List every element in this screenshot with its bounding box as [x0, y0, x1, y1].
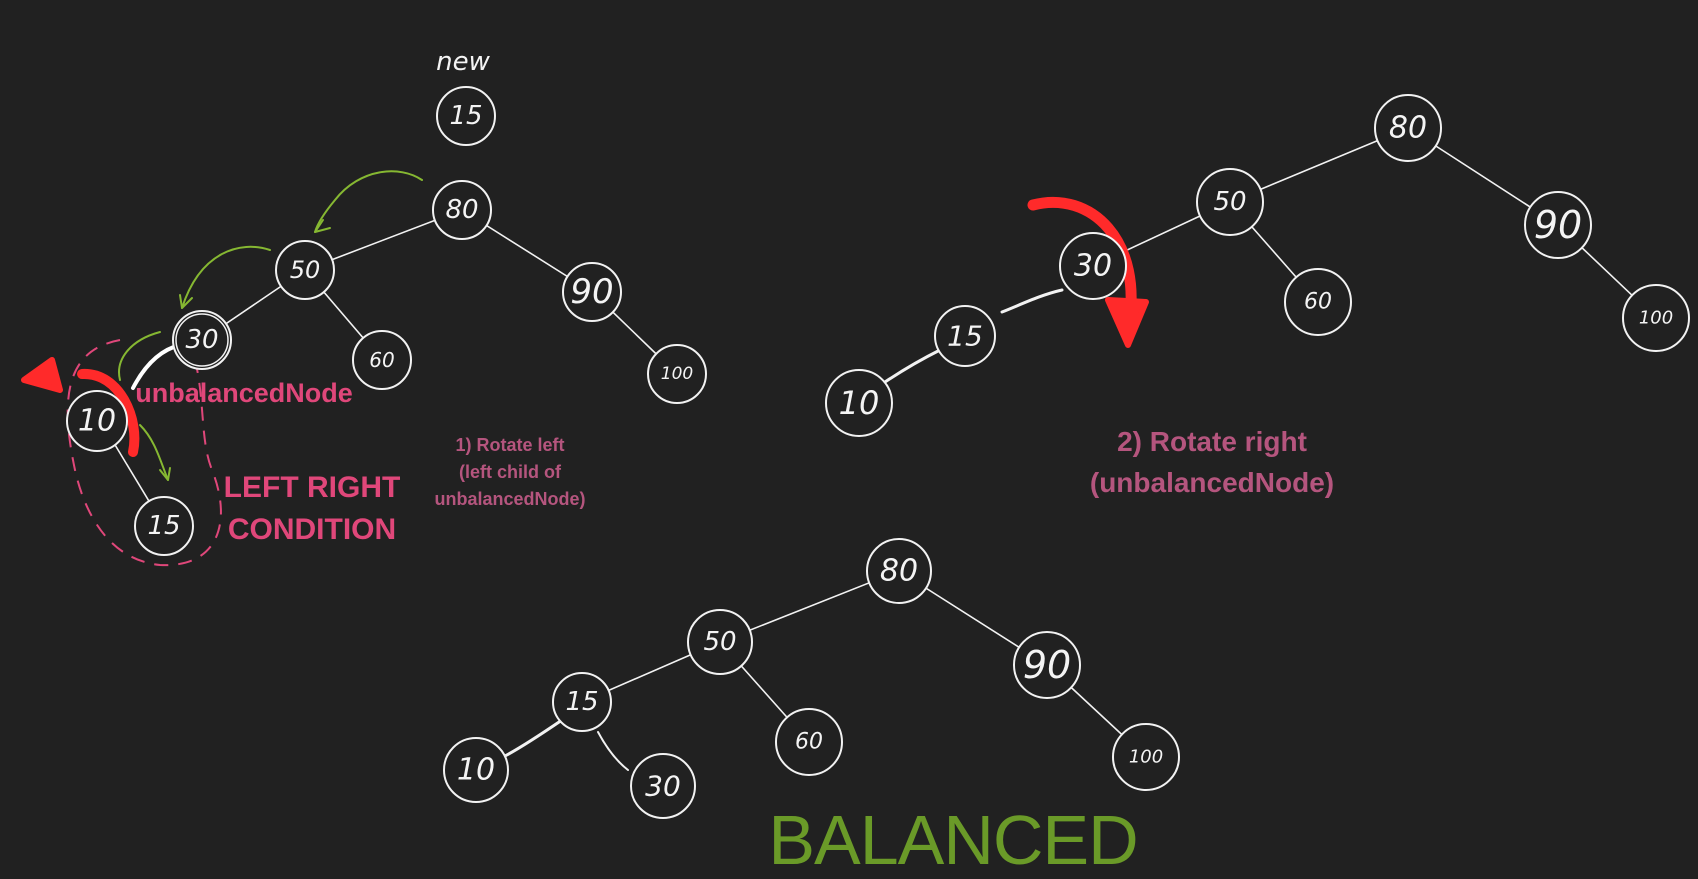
node-60: 60 [1285, 269, 1351, 335]
node-80: 80 [867, 539, 931, 603]
step1-line2: (left child of [459, 462, 562, 482]
node-10: 10 [826, 370, 892, 436]
edge-15-10 [885, 350, 940, 382]
node-15: 15 [553, 673, 611, 731]
svg-text:100: 100 [661, 364, 693, 384]
tree-left-right-condition: 80 50 90 30 60 100 10 15 [24, 47, 706, 565]
svg-text:10: 10 [78, 404, 116, 439]
svg-text:80: 80 [445, 195, 478, 225]
node-80: 80 [433, 181, 491, 239]
node-10: 10 [444, 738, 508, 802]
svg-text:15: 15 [565, 687, 598, 717]
node-15: 15 [135, 497, 193, 555]
svg-text:90: 90 [570, 272, 613, 312]
svg-text:80: 80 [880, 554, 918, 589]
tree-after-rotate-left: 80 50 90 30 60 100 15 10 2) R [826, 95, 1689, 498]
svg-text:50: 50 [290, 256, 321, 284]
step2-line1: 2) Rotate right [1117, 426, 1307, 457]
svg-text:100: 100 [1639, 308, 1673, 329]
svg-text:50: 50 [1213, 187, 1246, 217]
node-50: 50 [276, 241, 334, 299]
node-100: 100 [1623, 285, 1689, 351]
svg-text:15: 15 [947, 320, 983, 353]
new-label: new [436, 47, 490, 77]
svg-text:90: 90 [1023, 643, 1071, 687]
node-30: 30 [1060, 233, 1126, 299]
node-50: 50 [1197, 169, 1263, 235]
svg-text:50: 50 [703, 627, 736, 657]
svg-text:10: 10 [457, 753, 495, 788]
svg-text:30: 30 [1074, 249, 1112, 284]
condition-label-line1: LEFT RIGHT [224, 471, 401, 504]
svg-text:60: 60 [1304, 290, 1332, 315]
svg-text:60: 60 [369, 348, 394, 372]
svg-text:30: 30 [645, 770, 681, 803]
balanced-label: BALANCED [768, 801, 1137, 879]
edge-15-30 [598, 732, 628, 770]
edge-15-10 [505, 720, 562, 756]
node-60: 60 [776, 709, 842, 775]
step1-line3: unbalancedNode) [434, 489, 585, 509]
node-60: 60 [353, 331, 411, 389]
svg-text:60: 60 [795, 730, 823, 755]
svg-text:15: 15 [147, 511, 180, 541]
node-90: 90 [1525, 192, 1591, 258]
svg-text:100: 100 [1129, 747, 1163, 768]
node-100: 100 [648, 345, 706, 403]
node-90: 90 [1014, 632, 1080, 698]
node-new-15: 15 [437, 87, 495, 145]
node-80: 80 [1375, 95, 1441, 161]
step2-line2: (unbalancedNode) [1090, 467, 1334, 498]
svg-text:90: 90 [1534, 203, 1582, 247]
svg-text:30: 30 [185, 325, 218, 355]
green-arrows [119, 171, 422, 480]
node-30-unbalanced: 30 [173, 311, 231, 369]
condition-label-line2: CONDITION [228, 513, 396, 546]
node-10: 10 [67, 391, 127, 451]
unbalanced-node-label: unbalancedNode [135, 378, 353, 408]
svg-text:15: 15 [449, 101, 482, 131]
step1-line1: 1) Rotate left [455, 435, 564, 455]
node-30: 30 [631, 754, 695, 818]
edge-30-15 [1002, 290, 1062, 312]
node-90: 90 [563, 263, 621, 321]
node-50: 50 [688, 610, 752, 674]
svg-text:10: 10 [839, 384, 880, 422]
node-15: 15 [935, 306, 995, 366]
node-100: 100 [1113, 724, 1179, 790]
tree-balanced: 80 50 90 15 60 100 10 30 BALA [444, 539, 1179, 879]
svg-text:80: 80 [1389, 111, 1427, 146]
